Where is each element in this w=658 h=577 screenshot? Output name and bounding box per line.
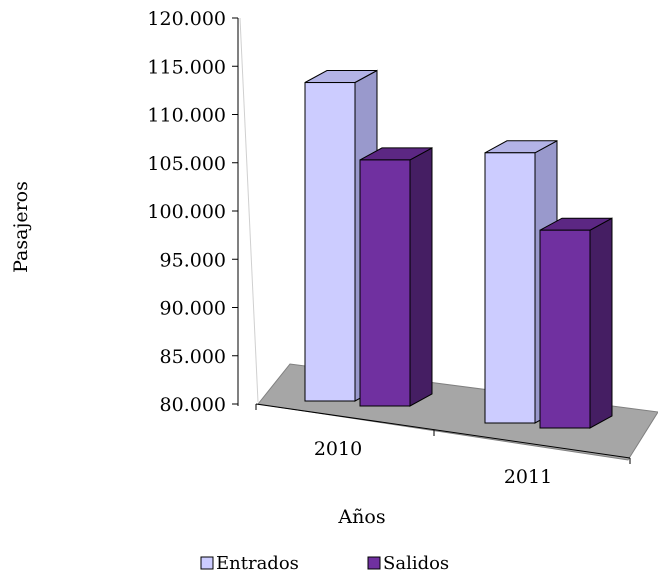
bar-side: [409, 147, 433, 407]
y-tick-label: 95.000: [160, 249, 226, 271]
bar-side: [589, 217, 613, 429]
x-category-label: 2010: [314, 438, 362, 460]
legend-label: Salidos: [383, 553, 449, 574]
y-axis-title: Pasajeros: [10, 181, 32, 273]
legend-item-entrados: Entrados: [200, 553, 299, 574]
x-axis-title: Años: [337, 506, 385, 528]
legend-item-salidos: Salidos: [367, 553, 449, 574]
x-category-labels: 2010 2011: [314, 438, 552, 488]
chart-bars: [304, 69, 613, 429]
y-tick-label: 105.000: [147, 153, 226, 175]
bar-front: [359, 159, 411, 407]
y-tick-label: 85.000: [160, 346, 226, 368]
back-wall-edge: [239, 17, 259, 403]
x-axis-line: [255, 403, 631, 459]
legend-swatch: [367, 556, 381, 570]
y-tick-label: 100.000: [147, 201, 226, 223]
y-tick-label: 115.000: [147, 56, 226, 78]
y-tick-label: 120.000: [147, 8, 226, 30]
bar-salidos-2010: [359, 147, 433, 407]
legend-label: Entrados: [216, 553, 299, 574]
bar-front: [539, 229, 591, 429]
bar-salidos-2011: [539, 217, 613, 429]
legend: Entrados Salidos: [200, 553, 449, 574]
chart-axes: [232, 17, 631, 464]
bar-front: [484, 152, 536, 424]
y-tick-labels: 120.000 115.000 110.000 105.000 100.000 95.00…: [147, 8, 226, 416]
x-category-label: 2011: [504, 466, 552, 488]
y-tick-label: 90.000: [160, 298, 226, 320]
legend-swatch: [200, 556, 214, 570]
bar-front: [304, 82, 356, 402]
y-tick-label: 80.000: [160, 394, 226, 416]
y-tick-label: 110.000: [147, 105, 226, 127]
